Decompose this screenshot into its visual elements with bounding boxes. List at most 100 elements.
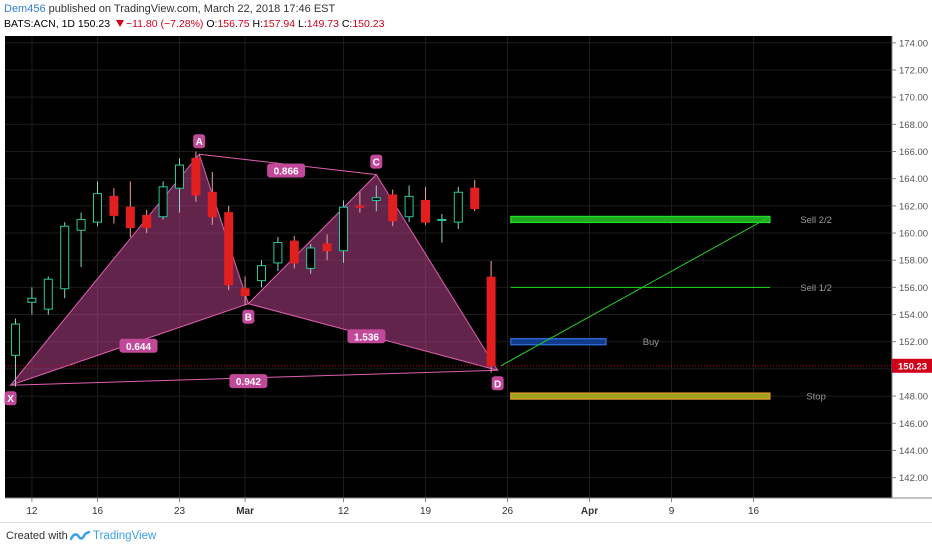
ratio-label: 1.536 [354, 332, 379, 343]
chart-area[interactable]: 142.00144.00146.00148.00150.00152.00154.… [0, 36, 932, 520]
candle-body[interactable] [240, 288, 250, 297]
candle-body[interactable] [76, 218, 86, 231]
high-label: H: [252, 18, 263, 30]
pattern-point-badge [4, 391, 17, 406]
publish-info: published on TradingView.com, March 22, … [48, 3, 336, 15]
y-tick-label: 142.00 [899, 473, 928, 484]
y-tick-label: 162.00 [899, 201, 928, 212]
x-tick-label: 12 [26, 506, 38, 517]
author-link[interactable]: Dem456 [4, 3, 46, 15]
low-value: 149.73 [306, 18, 339, 30]
x-tick-label: Apr [581, 506, 598, 517]
price-axis [892, 36, 932, 498]
candle-body[interactable] [158, 186, 168, 218]
candle-body[interactable] [175, 164, 184, 189]
open-value: 156.75 [217, 18, 250, 30]
candle-body[interactable] [289, 240, 299, 264]
candle-body[interactable] [355, 205, 365, 208]
ratio-label: 0.644 [126, 342, 151, 353]
level-label: Buy [643, 337, 660, 348]
y-tick-label: 148.00 [899, 392, 928, 403]
y-tick-label: 160.00 [899, 229, 928, 240]
last-price-tag-label: 150.23 [898, 361, 927, 372]
level-label: Stop [806, 392, 826, 403]
candle-body[interactable] [93, 193, 102, 223]
footer: Created with TradingView [0, 522, 932, 551]
ratio-badge [267, 163, 306, 178]
candle-body[interactable] [486, 276, 496, 367]
y-tick-label: 174.00 [899, 38, 928, 49]
chart-header: Dem456 published on TradingView.com, Mar… [0, 0, 932, 36]
price-change: −11.80 (−7.28%) [125, 18, 204, 30]
y-tick-label: 172.00 [899, 65, 928, 76]
symbol-name: BATS:ACN, 1D [4, 18, 75, 30]
ratio-label: 0.866 [274, 167, 299, 178]
candle-body[interactable] [109, 195, 119, 216]
candle-body[interactable] [437, 218, 447, 221]
high-value: 157.94 [262, 18, 296, 30]
candle-body[interactable] [339, 206, 348, 252]
down-arrow-icon [115, 20, 124, 27]
y-tick-label: 144.00 [899, 446, 928, 457]
level-box[interactable] [510, 392, 771, 400]
level-box[interactable] [510, 215, 771, 224]
close-label: C: [341, 18, 353, 30]
y-tick-label: 146.00 [899, 419, 928, 430]
close-value: 150.23 [352, 18, 385, 30]
last-price: 150.23 [77, 18, 111, 30]
candle-body[interactable] [60, 225, 70, 290]
y-tick-label: 170.00 [899, 93, 928, 104]
pattern-point-badge [242, 309, 255, 324]
y-tick-label: 152.00 [899, 337, 928, 348]
pattern-point-badge [491, 376, 504, 391]
open-label: O: [206, 18, 218, 30]
candle-body[interactable] [125, 206, 135, 229]
pattern-point-label: A [196, 137, 203, 148]
pattern-point-label: X [7, 394, 14, 405]
candle-body[interactable] [371, 197, 381, 201]
tradingview-logo-icon [70, 530, 90, 541]
candle-body[interactable] [388, 194, 398, 222]
candle-body[interactable] [453, 191, 463, 223]
created-with-label: Created with [6, 530, 68, 542]
candle-body[interactable] [470, 187, 480, 210]
pattern-point-label: D [494, 379, 501, 390]
pattern-point-label: B [245, 313, 252, 324]
x-tick-label: 9 [669, 506, 675, 517]
candle-body[interactable] [322, 243, 332, 252]
x-tick-label: 19 [420, 506, 432, 517]
y-tick-label: 158.00 [899, 256, 928, 267]
candle-body[interactable] [257, 265, 266, 282]
x-tick-label: Mar [236, 506, 254, 517]
low-label: L: [298, 18, 307, 30]
candle-body[interactable] [191, 157, 201, 196]
ratio-label: 0.942 [236, 377, 261, 388]
candle-body[interactable] [207, 191, 217, 218]
pattern-point-badge [193, 134, 206, 149]
candle-body[interactable] [224, 212, 234, 286]
pattern-point-label: C [373, 158, 380, 169]
pattern-point-badge [370, 154, 383, 169]
candle-body[interactable] [404, 195, 414, 218]
ratio-badge [119, 338, 158, 353]
level-box[interactable] [510, 338, 607, 346]
level-label: Sell 2/2 [800, 215, 832, 226]
y-tick-label: 164.00 [899, 174, 928, 185]
x-tick-label: 16 [92, 506, 104, 517]
candle-body[interactable] [27, 297, 37, 303]
candle-body[interactable] [421, 199, 430, 223]
candle-body[interactable] [43, 278, 53, 310]
x-tick-label: 23 [174, 506, 186, 517]
ratio-badge [347, 329, 386, 344]
candle-body[interactable] [11, 323, 20, 356]
candle-body[interactable] [142, 214, 152, 229]
level-label: Sell 1/2 [800, 283, 832, 294]
tradingview-link[interactable]: TradingView [93, 530, 157, 542]
x-tick-label: 26 [502, 506, 514, 517]
y-tick-label: 168.00 [899, 120, 928, 131]
publish-line: Dem456 published on TradingView.com, Mar… [4, 3, 335, 15]
y-tick-label: 156.00 [899, 283, 928, 294]
price-chart[interactable]: 142.00144.00146.00148.00150.00152.00154.… [0, 36, 932, 520]
candle-body[interactable] [306, 247, 316, 269]
candle-body[interactable] [273, 242, 283, 264]
